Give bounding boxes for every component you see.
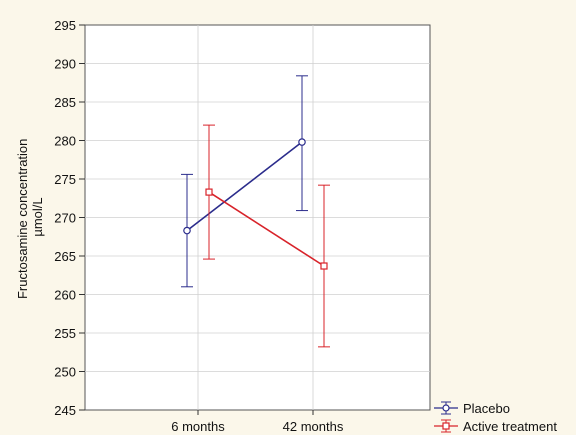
y-tick-label: 295 [54, 18, 76, 33]
x-tick-label: 42 months [283, 419, 344, 434]
series-line [208, 191, 325, 267]
y-tick-label: 285 [54, 95, 76, 110]
legend-marker [442, 422, 450, 430]
y-axis-label-line-1: Fructosamine concentration [15, 139, 30, 299]
data-point [205, 188, 213, 196]
data-point [320, 262, 328, 270]
data-point [183, 226, 191, 235]
series-layer [181, 75, 330, 348]
legend-label: Active treatment [463, 419, 557, 434]
y-axis-label-line-2: µmol/L [30, 197, 45, 236]
y-tick-label: 260 [54, 288, 76, 303]
legend-item: Placebo [434, 401, 510, 416]
y-tick-label: 250 [54, 365, 76, 380]
legend: Placebo Active treatment [434, 401, 557, 434]
y-tick-label: 245 [54, 403, 76, 418]
legend-marker [442, 404, 450, 412]
data-point [298, 138, 306, 146]
y-tick-label: 265 [54, 249, 76, 264]
y-tick-label: 280 [54, 134, 76, 149]
y-tick-label: 290 [54, 57, 76, 72]
series-line [186, 141, 303, 232]
legend-label: Placebo [463, 401, 510, 416]
x-axis-ticks: 6 months 42 months [171, 410, 344, 434]
series-active-treatment [203, 124, 330, 348]
y-tick-label: 255 [54, 326, 76, 341]
y-axis-label: Fructosamine concentration µmol/L [15, 135, 45, 299]
y-tick-label: 270 [54, 211, 76, 226]
y-tick-label: 275 [54, 172, 76, 187]
series-placebo [181, 75, 308, 288]
x-tick-label: 6 months [171, 419, 225, 434]
legend-item: Active treatment [434, 419, 557, 434]
grid-lines [85, 25, 430, 410]
y-axis-ticks: 245 250 255 260 265 270 275 280 285 290 295 [54, 18, 85, 418]
